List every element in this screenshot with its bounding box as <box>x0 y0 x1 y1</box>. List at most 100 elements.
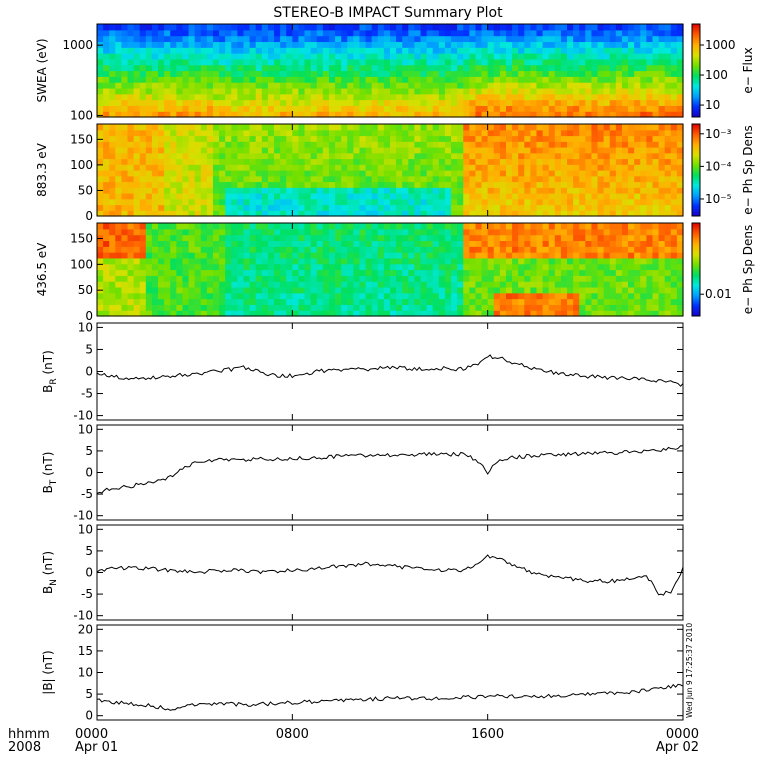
spectrogram-3-cell <box>194 234 202 242</box>
spectrogram-2-cell <box>219 147 226 154</box>
spectrogram-1-cell <box>591 99 599 106</box>
spectrogram-1-cell <box>518 47 525 54</box>
spectrogram-2-cell <box>493 141 501 148</box>
spectrogram-2-cell <box>463 135 470 142</box>
spectrogram-2-cell <box>274 147 281 154</box>
spectrogram-2-cell <box>426 135 434 142</box>
spectrogram-2-cell <box>231 204 238 211</box>
spectrogram-2-cell <box>597 175 605 183</box>
y-tick-label: 5 <box>85 444 93 458</box>
spectrogram-3-cell <box>518 298 525 305</box>
spectrogram-1-cell <box>396 58 403 66</box>
spectrogram-3-cell <box>530 298 538 305</box>
spectrogram-2-cell <box>255 175 263 183</box>
spectrogram-1-cell <box>286 70 293 77</box>
spectrogram-1-cell <box>249 53 257 60</box>
spectrogram-2-cell <box>567 198 574 206</box>
spectrogram-1-cell <box>237 99 245 106</box>
spectrogram-2-cell <box>115 175 123 183</box>
spectrogram-3-cell <box>512 275 519 282</box>
spectrogram-2-cell <box>341 164 348 171</box>
spectrogram-2-cell <box>676 164 684 171</box>
spectrogram-2-cell <box>139 170 147 177</box>
spectrogram-2-cell <box>652 152 660 160</box>
spectrogram-1-cell <box>536 105 544 112</box>
spectrogram-2-cell <box>567 129 574 137</box>
spectrogram-3-cell <box>573 246 580 253</box>
spectrogram-3-cell <box>670 304 678 311</box>
spectrogram-3-cell <box>469 223 477 230</box>
spectrogram-2-cell <box>432 141 440 148</box>
spectrogram-1-cell <box>469 41 477 48</box>
spectrogram-2-cell <box>243 158 251 165</box>
spectrogram-3-cell <box>335 223 342 230</box>
spectrogram-2-cell <box>310 158 318 165</box>
spectrogram-1-cell <box>438 70 446 77</box>
spectrogram-1-cell <box>432 99 440 106</box>
spectrogram-3-cell <box>652 310 660 317</box>
spectrogram-3-cell <box>408 286 416 294</box>
spectrogram-2-cell <box>640 198 647 206</box>
spectrogram-1-cell <box>328 41 336 48</box>
spectrogram-2-cell <box>200 175 208 183</box>
spectrogram-3-cell <box>634 275 641 282</box>
spectrogram-2-cell <box>103 158 110 165</box>
spectrogram-3-cell <box>255 223 263 230</box>
spectrogram-3-cell <box>292 281 300 288</box>
spectrogram-2-cell <box>139 124 147 131</box>
spectrogram-1-cell <box>579 82 586 89</box>
spectrogram-1-cell <box>274 41 281 48</box>
spectrogram-3-cell <box>414 228 422 236</box>
spectrogram-1-cell <box>542 87 550 95</box>
spectrogram-2-cell <box>188 164 196 171</box>
spectrogram-3-cell <box>133 240 141 247</box>
spectrogram-1-cell <box>194 99 202 106</box>
spectrogram-1-cell <box>475 64 483 72</box>
spectrogram-1-cell <box>298 87 306 95</box>
spectrogram-2-cell <box>603 129 611 137</box>
spectrogram-2-cell <box>219 129 226 137</box>
spectrogram-1-cell <box>457 64 464 72</box>
spectrogram-3-cell <box>182 252 190 259</box>
spectrogram-1-cell <box>249 41 257 48</box>
spectrogram-2-cell <box>219 204 226 211</box>
spectrogram-1-cell <box>274 58 281 66</box>
spectrogram-1-cell <box>267 47 275 54</box>
spectrogram-3-cell <box>676 234 684 242</box>
spectrogram-1-cell <box>310 87 318 95</box>
spectrogram-3-cell <box>579 228 586 236</box>
spectrogram-1-cell <box>536 29 544 37</box>
spectrogram-3-cell <box>420 223 428 230</box>
spectrogram-1-cell <box>310 24 318 31</box>
spectrogram-1-cell <box>670 35 678 43</box>
spectrogram-2-cell <box>457 193 464 200</box>
spectrogram-3-cell <box>646 304 654 311</box>
spectrogram-2-cell <box>646 158 654 165</box>
spectrogram-1-cell <box>359 53 367 60</box>
spectrogram-1-cell <box>390 24 397 31</box>
spectrogram-2-cell <box>676 124 684 131</box>
spectrogram-3-cell <box>554 310 562 317</box>
spectrogram-3-cell <box>524 286 531 294</box>
spectrogram-1-cell <box>457 111 464 118</box>
spectrogram-2-cell <box>212 187 220 194</box>
spectrogram-1-cell <box>127 41 135 48</box>
spectrogram-3-cell <box>444 286 452 294</box>
spectrogram-2-cell <box>383 152 391 160</box>
spectrogram-1-cell <box>133 99 141 106</box>
spectrogram-1-cell <box>151 47 159 54</box>
spectrogram-3-cell <box>188 298 196 305</box>
y-tick-label: 5 <box>85 342 93 356</box>
spectrogram-1-cell <box>359 35 367 43</box>
spectrogram-1-cell <box>420 87 428 95</box>
spectrogram-3-cell <box>621 304 629 311</box>
spectrogram-3-cell <box>255 269 263 276</box>
spectrogram-3-cell <box>640 310 647 317</box>
spectrogram-2-cell <box>567 204 574 211</box>
spectrogram-1-cell <box>542 76 550 83</box>
spectrogram-1-cell <box>597 35 605 43</box>
spectrogram-3-cell <box>579 298 586 305</box>
spectrogram-3-cell <box>676 310 684 317</box>
spectrogram-2-cell <box>670 204 678 211</box>
spectrogram-2-cell <box>536 135 544 142</box>
